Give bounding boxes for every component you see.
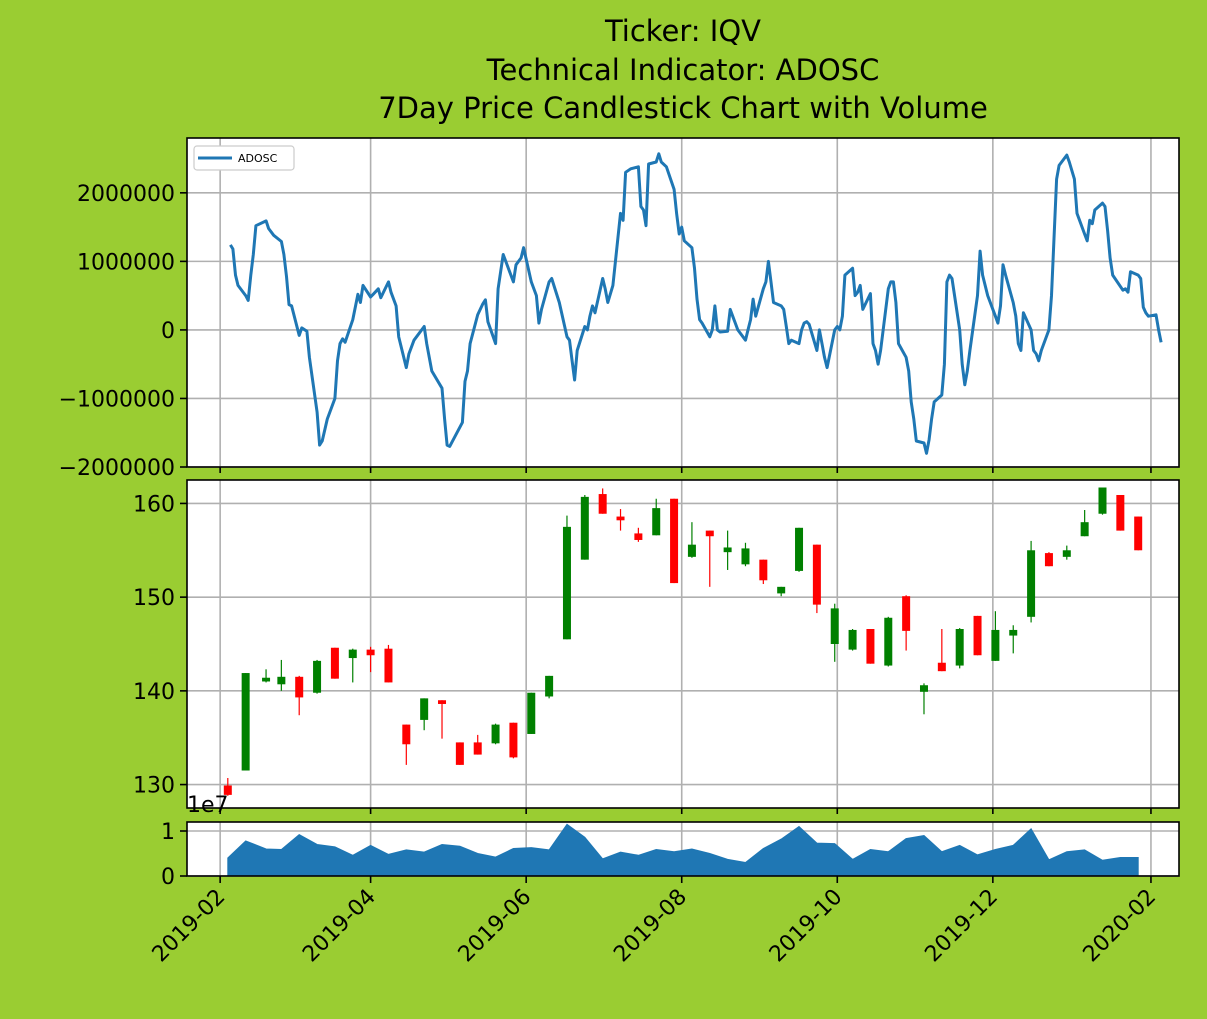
chart-title-indicator: Technical Indicator: ADOSC [486, 53, 880, 87]
candle-down [812, 544, 821, 605]
chart-title-description: 7Day Price Candlestick Chart with Volume [378, 91, 988, 125]
candle-down [616, 516, 625, 521]
candle-down [902, 596, 911, 631]
candle-down [598, 494, 607, 514]
x-tick-label: 2019-12 [920, 885, 1003, 968]
y-tick-label: −2000000 [59, 456, 175, 481]
legend-label: ADOSC [238, 152, 278, 165]
volume-offset-label: 1e7 [187, 793, 229, 818]
candle-down [366, 649, 375, 656]
candle-up [741, 548, 750, 565]
candle-up [1062, 550, 1071, 557]
candle-up [991, 629, 1000, 661]
candle-down [634, 533, 643, 540]
candle-down [1044, 553, 1053, 567]
candle-up [527, 692, 536, 734]
candle-up [1098, 487, 1107, 514]
candle-down [973, 615, 982, 656]
x-tick-label: 2019-02 [148, 885, 231, 968]
candle-up [348, 649, 357, 659]
y-tick-label: 160 [133, 492, 175, 517]
candle-down [937, 662, 946, 672]
candle-down [1134, 516, 1143, 551]
candle-up [313, 660, 322, 693]
panel-border [186, 137, 1180, 468]
candle-up [652, 508, 661, 536]
candle-up [562, 526, 571, 640]
candle-down [866, 629, 875, 664]
indicator-panel: −2000000 −1000000 0 1000000 2000000 ADOSC [59, 137, 1180, 481]
legend-box [193, 145, 295, 171]
y-tick-label: −1000000 [59, 387, 175, 412]
candle-down [330, 647, 339, 679]
x-tick-label: 2019-10 [765, 885, 848, 968]
candle-down [223, 785, 232, 795]
candle-down [705, 530, 714, 537]
candle-up [420, 698, 429, 720]
candle-up [687, 544, 696, 557]
panel-background [187, 138, 1179, 467]
candle-up [241, 673, 250, 771]
y-tick-label: 150 [133, 586, 175, 611]
candle-up [884, 617, 893, 666]
chart-title-ticker: Ticker: IQV [604, 14, 762, 48]
y-tick-label: 0 [161, 865, 175, 890]
candle-down [402, 724, 411, 745]
candle-up [848, 629, 857, 650]
y-tick-label: 0 [161, 319, 175, 344]
volume-area [227, 823, 1139, 877]
x-tick-label: 2019-06 [454, 885, 537, 968]
panel-border [186, 479, 1180, 809]
candle-up [491, 724, 500, 744]
candle-up [830, 608, 839, 644]
panel-background [187, 480, 1179, 808]
candle-down [455, 742, 464, 765]
y-tick-label: 130 [133, 774, 175, 799]
candle-down [670, 498, 679, 584]
candle-up [1027, 550, 1036, 617]
x-tick-label: 2019-04 [298, 885, 381, 968]
candle-down [1116, 494, 1125, 531]
candle-up [919, 685, 928, 692]
price-panel: 130 140 150 160 [133, 479, 1180, 814]
candle-up [277, 676, 286, 685]
candle-up [580, 496, 589, 560]
candle-up [1009, 629, 1018, 636]
x-tick-label: 2019-08 [609, 885, 692, 968]
date-axis: 2019-02 2019-04 2019-06 2019-08 2019-10 2019-… [148, 876, 1161, 967]
y-tick-label: 1000000 [77, 250, 175, 275]
candle-down [759, 559, 768, 581]
volume-panel: 0 1 1e7 [161, 793, 1180, 890]
candle-up [777, 586, 786, 594]
candle-up [545, 675, 554, 697]
y-tick-label: 1 [161, 820, 175, 845]
candle-down [473, 742, 482, 755]
candle-down [509, 722, 518, 758]
candle-up [262, 677, 271, 682]
candle-up [955, 629, 964, 666]
candle-up [723, 547, 732, 553]
candle-down [384, 648, 393, 683]
y-tick-label: 2000000 [77, 182, 175, 207]
candle-down [295, 676, 304, 698]
x-tick-label: 2020-02 [1079, 885, 1162, 968]
candle-up [1080, 522, 1089, 537]
candle-down [438, 700, 447, 704]
panel-border [186, 821, 1180, 877]
candle-up [795, 527, 804, 571]
adosc-line [229, 152, 1163, 455]
y-tick-label: 140 [133, 680, 175, 705]
